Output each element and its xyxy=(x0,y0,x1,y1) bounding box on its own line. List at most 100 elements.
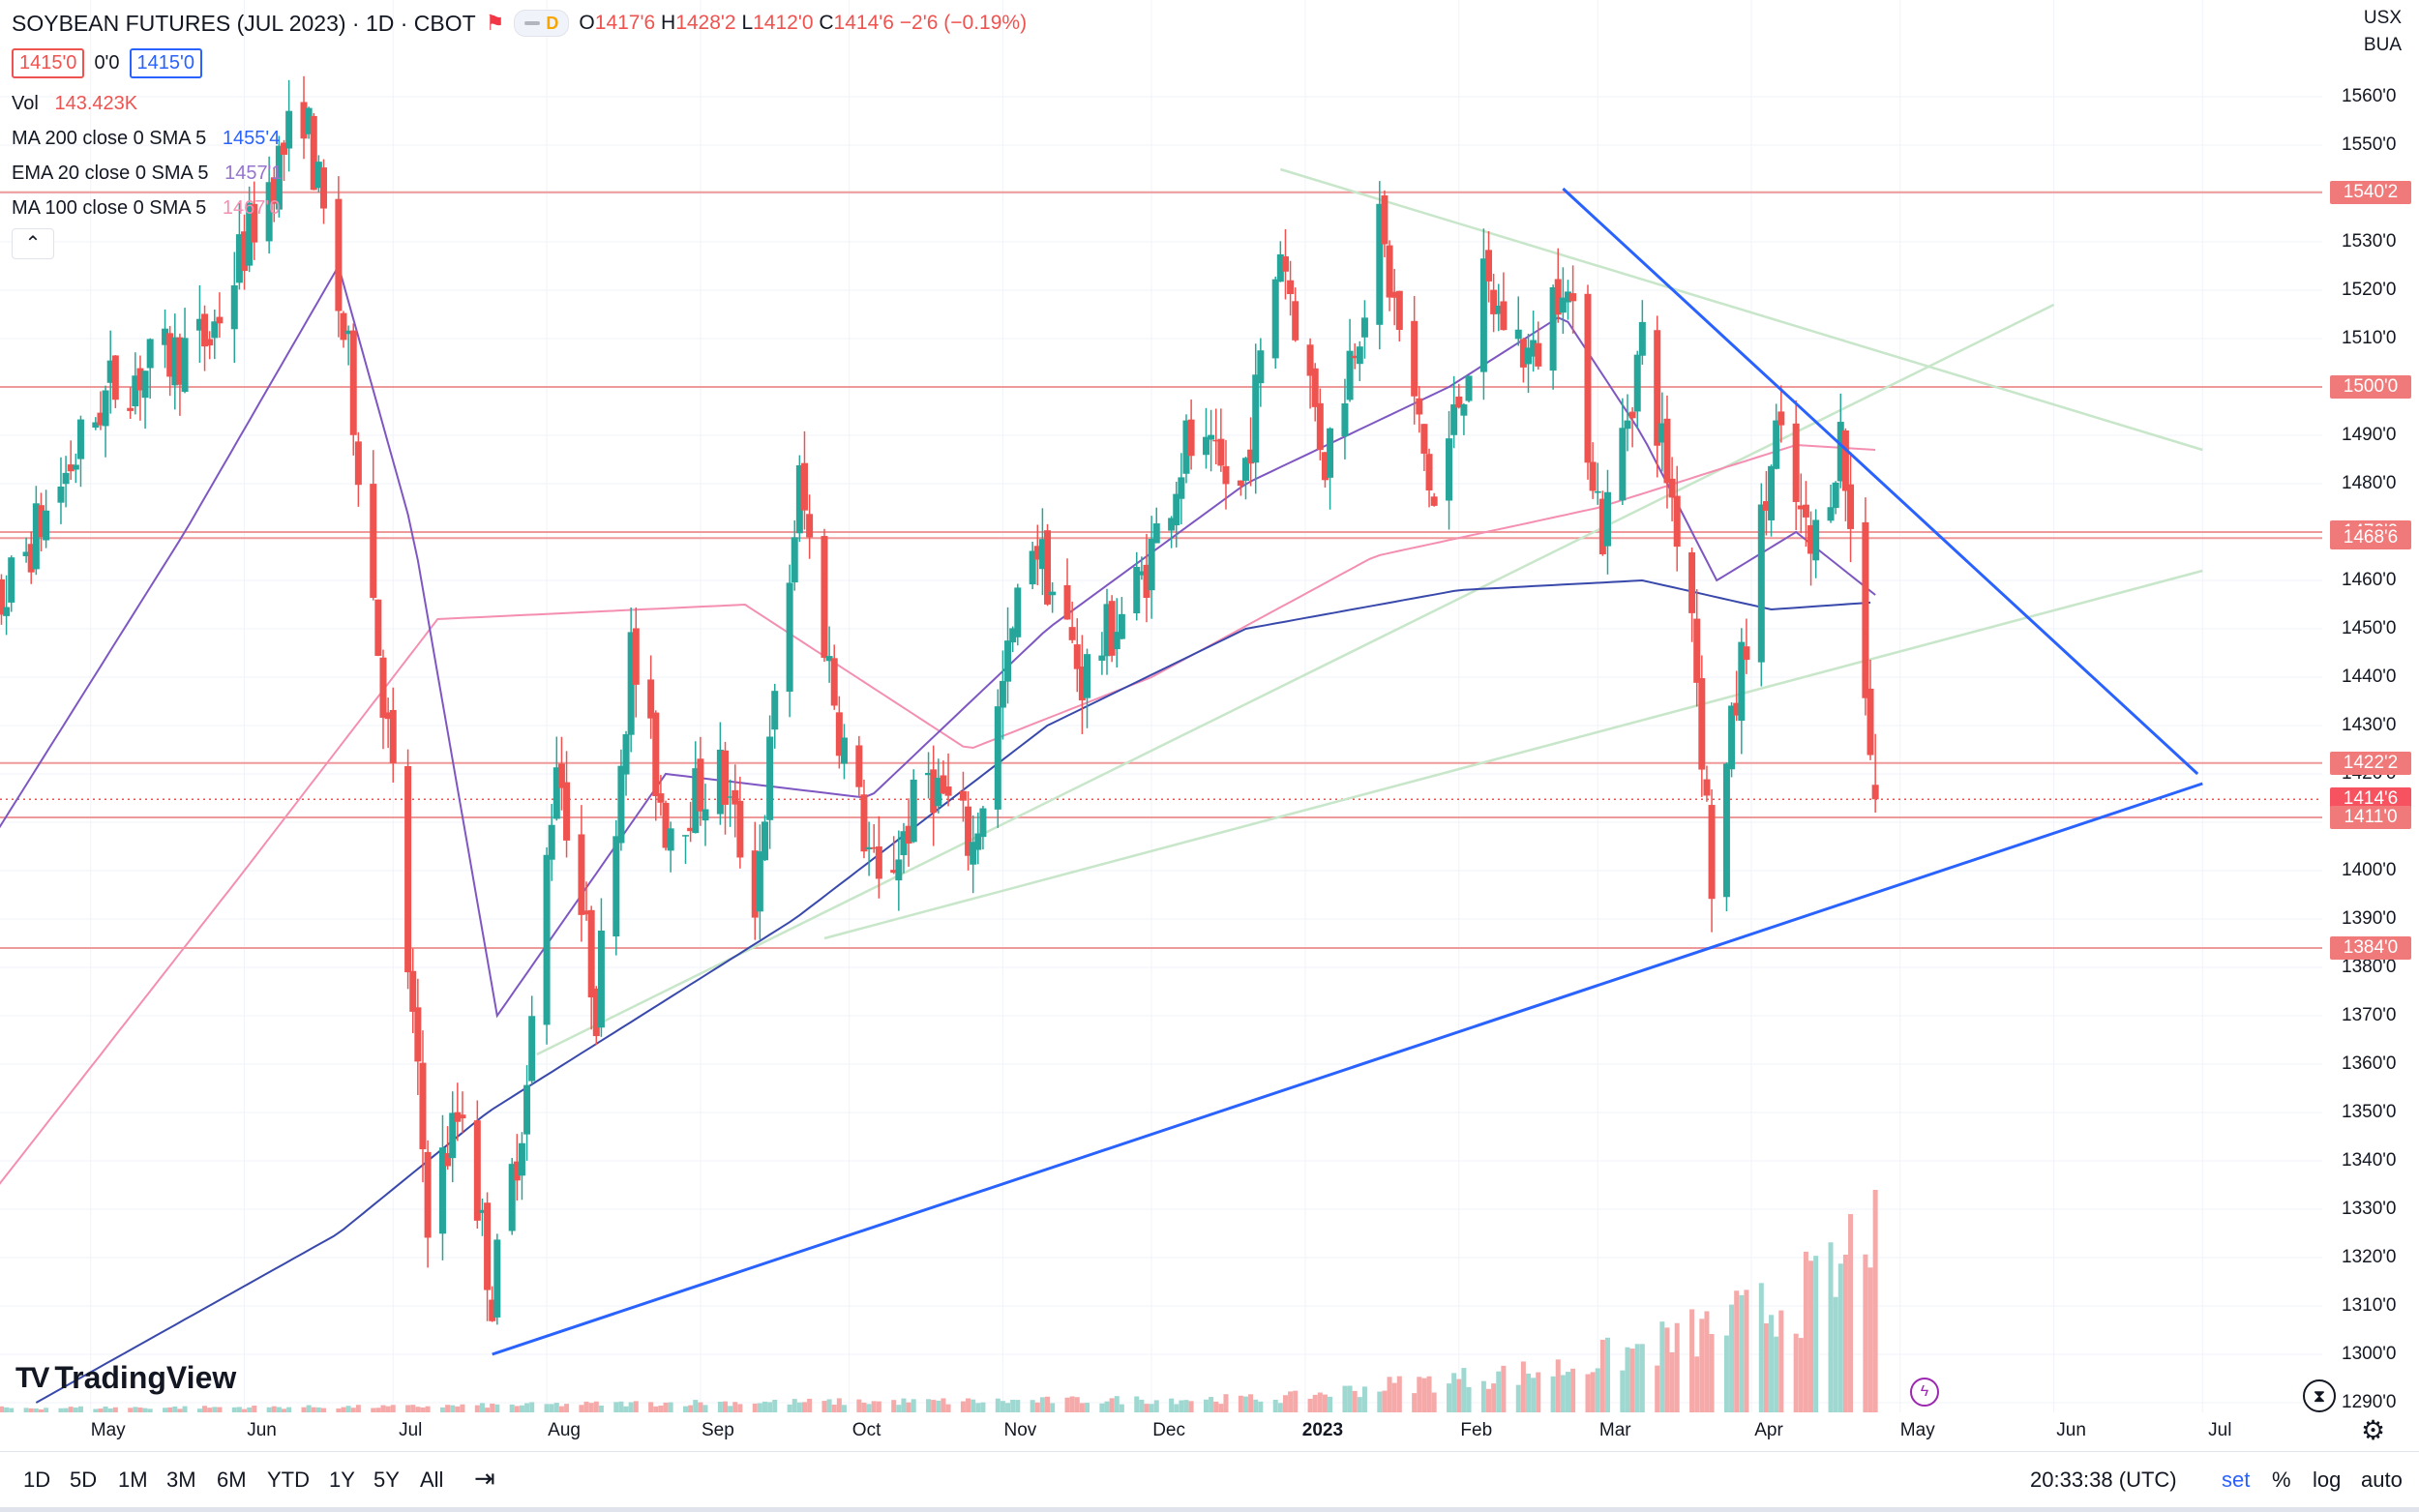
candle-body xyxy=(473,1120,481,1221)
flag-icon[interactable]: ⚑ xyxy=(485,11,505,35)
volume-bar xyxy=(1466,1386,1472,1412)
candle-body xyxy=(478,1209,486,1213)
time-tick-label: Jul xyxy=(2208,1420,2232,1440)
candle-body xyxy=(1014,587,1022,637)
log-toggle[interactable]: log xyxy=(2313,1468,2342,1492)
candle-body xyxy=(766,736,774,820)
candle-body xyxy=(72,464,79,470)
range-3m[interactable]: 3M xyxy=(166,1468,196,1492)
indicator-ema20[interactable]: EMA 20 close 0 SMA 5 1457'1 xyxy=(12,163,283,184)
clock-display[interactable]: 20:33:38 (UTC) xyxy=(2030,1468,2177,1492)
lightning-icon[interactable]: ϟ xyxy=(1910,1378,1939,1407)
indicator-ma200[interactable]: MA 200 close 0 SMA 5 1455'4 xyxy=(12,128,281,149)
volume-bar xyxy=(1744,1290,1749,1412)
volume-bar xyxy=(103,1407,108,1412)
price-level-label[interactable]: 1540'2 xyxy=(2330,180,2411,204)
volume-bar xyxy=(1659,1321,1665,1412)
candle-body xyxy=(1603,491,1611,547)
range-1m[interactable]: 1M xyxy=(118,1468,148,1492)
volume-bar xyxy=(1431,1392,1437,1412)
price-tick-label: 1510'0 xyxy=(2342,328,2397,348)
volume-bar xyxy=(1238,1395,1243,1412)
volume-bar xyxy=(1282,1395,1288,1412)
price-tick-label: 1350'0 xyxy=(2342,1102,2397,1122)
candle-body xyxy=(1113,632,1120,650)
bottom-toolbar: 1D 5D 1M 3M 6M YTD 1Y 5Y All ⇥ 20:33:38 … xyxy=(0,1451,2419,1508)
symbol-title[interactable]: SOYBEAN FUTURES (JUL 2023) · 1D · CBOT xyxy=(12,10,476,36)
range-all[interactable]: All xyxy=(420,1468,444,1492)
volume-bar xyxy=(1085,1403,1090,1412)
volume-bar xyxy=(926,1399,932,1412)
volume-bar xyxy=(355,1405,361,1412)
candle-body xyxy=(597,930,605,1028)
indicator-volume[interactable]: Vol 143.423K xyxy=(12,93,138,114)
candle-body xyxy=(617,765,625,844)
volume-bar xyxy=(1223,1394,1229,1412)
currency-label[interactable]: USX xyxy=(2363,8,2402,28)
price-level-label[interactable]: 1500'0 xyxy=(2330,375,2411,399)
volume-bar xyxy=(445,1405,451,1412)
gear-icon[interactable]: ⚙ xyxy=(2361,1415,2386,1445)
candle-body xyxy=(1514,329,1522,340)
settings-link[interactable]: set xyxy=(2222,1468,2251,1492)
range-ytd[interactable]: YTD xyxy=(267,1468,310,1492)
volume-bar xyxy=(1491,1383,1497,1412)
candle-body xyxy=(285,110,293,149)
candle-body xyxy=(965,806,972,856)
volume-bar xyxy=(236,1407,242,1412)
price-level-label[interactable]: 1468'6 xyxy=(2330,526,2411,550)
hourglass-icon[interactable]: ⧗ xyxy=(2303,1379,2336,1412)
candle-body xyxy=(855,745,863,787)
symbol-header: SOYBEAN FUTURES (JUL 2023) · 1D · CBOT ⚑… xyxy=(12,10,1027,37)
price-level-label[interactable]: 1411'0 xyxy=(2330,806,2411,829)
volume-bar xyxy=(732,1402,738,1412)
range-1y[interactable]: 1Y xyxy=(329,1468,355,1492)
candle-body xyxy=(662,802,670,848)
candle-body xyxy=(132,375,139,407)
buy-button[interactable]: 1415'0 xyxy=(129,48,202,78)
volume-bar xyxy=(723,1401,729,1412)
volume-bar xyxy=(301,1407,307,1412)
volume-bar xyxy=(936,1400,941,1412)
price-chart[interactable] xyxy=(0,0,2322,1412)
range-1d[interactable]: 1D xyxy=(23,1468,51,1492)
volume-bar xyxy=(1034,1402,1040,1412)
sell-button[interactable]: 1415'0 xyxy=(12,48,85,78)
time-tick-label: Jun xyxy=(2056,1420,2086,1440)
candle-body xyxy=(1762,501,1770,511)
market-status-pill[interactable]: D xyxy=(514,10,570,37)
candle-body xyxy=(795,464,803,534)
range-6m[interactable]: 6M xyxy=(217,1468,247,1492)
volume-bar xyxy=(420,1407,426,1412)
candle-body xyxy=(1589,461,1597,491)
price-level-label[interactable]: 1422'2 xyxy=(2330,751,2411,775)
volume-bar xyxy=(0,1406,4,1412)
percent-toggle[interactable]: % xyxy=(2272,1468,2291,1492)
volume-bar xyxy=(336,1408,342,1412)
volume-bar xyxy=(1689,1309,1695,1412)
volume-bar xyxy=(841,1405,847,1412)
price-level-label[interactable]: 1384'0 xyxy=(2330,936,2411,960)
range-5d[interactable]: 5D xyxy=(70,1468,98,1492)
candle-body xyxy=(1792,423,1800,502)
volume-bar xyxy=(896,1405,902,1412)
candle-body xyxy=(1168,518,1176,531)
unit-label[interactable]: BUA xyxy=(2363,35,2402,55)
volume-bar xyxy=(252,1405,257,1412)
volume-bar xyxy=(668,1402,673,1412)
ohlc-readout: O1417'6 H1428'2 L1412'0 C1414'6 −2'6 (−0… xyxy=(579,12,1028,34)
volume-bar xyxy=(1813,1256,1819,1412)
volume-bar xyxy=(1209,1397,1214,1412)
price-axis[interactable]: 1560'01550'01540'01530'01520'01510'01500… xyxy=(2322,0,2419,1412)
collapse-indicators-button[interactable]: ⌃ xyxy=(12,228,54,259)
candle-body xyxy=(840,737,848,764)
candle-body xyxy=(944,786,952,796)
auto-toggle[interactable]: auto xyxy=(2361,1468,2403,1492)
candle-body xyxy=(697,758,704,812)
indicator-ma100[interactable]: MA 100 close 0 SMA 5 1467'0 xyxy=(12,197,281,219)
time-tick-label: Mar xyxy=(1598,1420,1631,1440)
volume-bar xyxy=(1382,1390,1388,1412)
calendar-range-icon[interactable]: ⇥ xyxy=(474,1464,495,1493)
volume-bar xyxy=(1634,1344,1640,1412)
range-5y[interactable]: 5Y xyxy=(373,1468,400,1492)
